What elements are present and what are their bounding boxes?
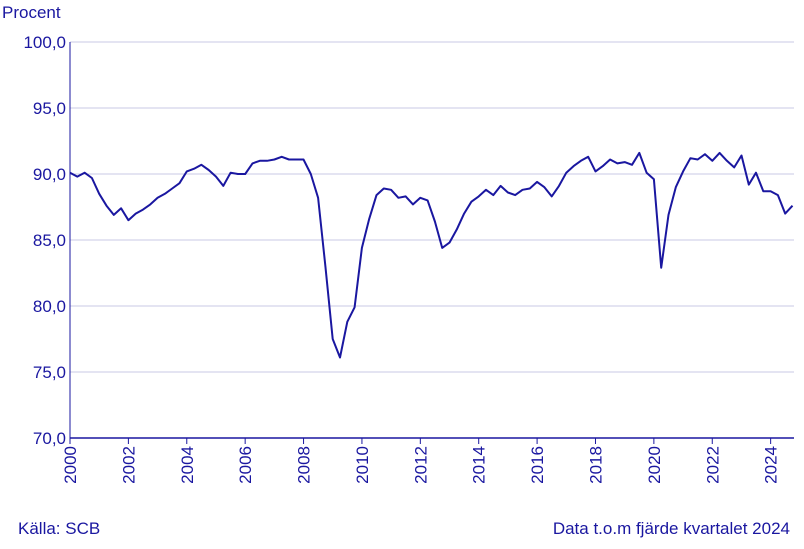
x-tick-label: 2014	[470, 446, 489, 484]
source-label: Källa: SCB	[18, 519, 101, 538]
x-tick-label: 2008	[295, 446, 314, 484]
x-tick-label: 2010	[353, 446, 372, 484]
data-note: Data t.o.m fjärde kvartalet 2024	[552, 519, 790, 538]
y-tick-label: 90,0	[33, 165, 66, 184]
y-tick-labels: 100,0 95,0 90,0 85,0 80,0 75,0 70,0	[23, 33, 66, 448]
y-tick-label: 80,0	[33, 297, 66, 316]
y-tick-label: 75,0	[33, 363, 66, 382]
x-tick-label: 2006	[236, 446, 255, 484]
x-tick-label: 2024	[762, 446, 781, 484]
x-tick-labels: 2000 2002 2004 2006 2008 2010 2012 2014 2016 2018…	[61, 438, 781, 484]
x-tick-label: 2022	[703, 446, 722, 484]
x-tick-label: 2012	[411, 446, 430, 484]
y-tick-label: 100,0	[23, 33, 66, 52]
y-tick-label: 95,0	[33, 99, 66, 118]
grid-lines	[70, 41, 794, 373]
y-tick-label: 70,0	[33, 429, 66, 448]
x-tick-label: 2000	[61, 446, 80, 484]
x-tick-label: 2004	[178, 446, 197, 484]
x-tick-label: 2002	[119, 446, 138, 484]
x-tick-label: 2018	[586, 446, 605, 484]
x-tick-label: 2020	[645, 446, 664, 484]
y-tick-label: 85,0	[33, 231, 66, 250]
series-line	[69, 151, 794, 359]
x-tick-label: 2016	[528, 446, 547, 484]
y-axis-label: Procent	[2, 3, 61, 22]
